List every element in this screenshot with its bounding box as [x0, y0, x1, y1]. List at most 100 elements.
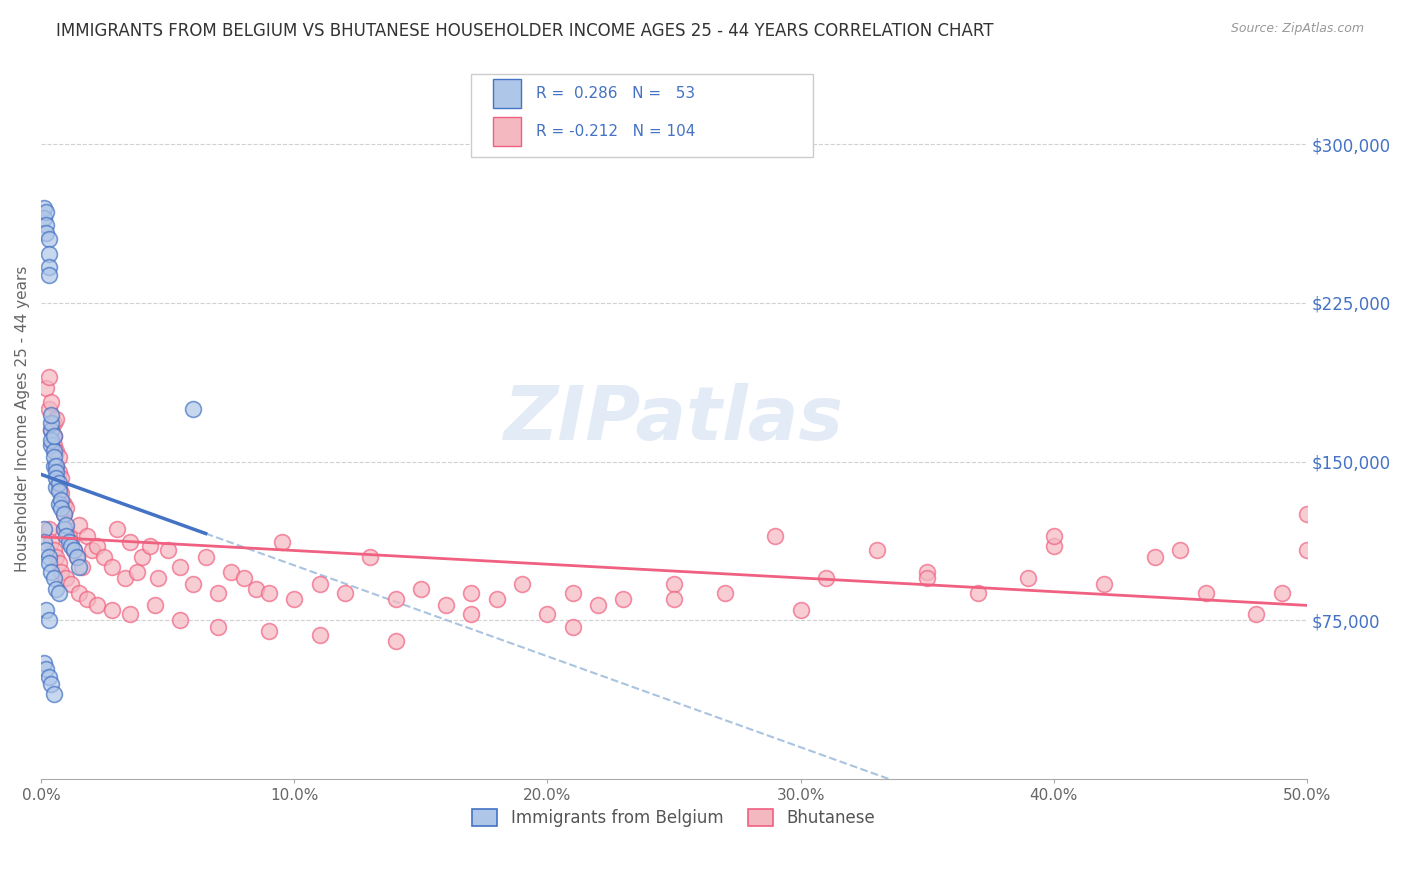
Point [42, 444, 65, 458]
Point [42, 450, 65, 465]
Point [42, 429, 65, 443]
Point [384, 634, 406, 648]
Point [45, 480, 67, 494]
Point [38, 260, 60, 274]
Point [38, 522, 60, 536]
Point [308, 577, 330, 591]
Point [38, 670, 60, 684]
Point [39, 535, 62, 549]
Point [52, 522, 75, 536]
Point [662, 592, 685, 607]
Point [485, 592, 508, 607]
Point [39, 423, 62, 437]
Point [194, 549, 217, 564]
Point [966, 586, 988, 600]
Point [1168, 543, 1191, 558]
Point [536, 607, 558, 621]
Point [333, 586, 356, 600]
Point [35, 662, 58, 676]
Point [114, 571, 136, 585]
Point [42, 543, 65, 558]
Point [63, 543, 86, 558]
Point [789, 602, 811, 616]
Point [42, 571, 65, 585]
Point [1296, 543, 1319, 558]
Point [101, 560, 124, 574]
Text: Source: ZipAtlas.com: Source: ZipAtlas.com [1230, 22, 1364, 36]
Point [39, 565, 62, 579]
Point [45, 582, 67, 596]
Point [55, 522, 77, 536]
Point [169, 560, 191, 574]
Point [257, 624, 280, 638]
Point [60, 577, 83, 591]
Point [60, 539, 83, 553]
Point [48, 497, 70, 511]
Point [915, 565, 938, 579]
Point [1194, 586, 1216, 600]
Point [52, 508, 75, 522]
Point [86, 539, 108, 553]
Point [35, 380, 58, 394]
Point [35, 543, 58, 558]
Point [38, 549, 60, 564]
Point [42, 417, 65, 431]
Point [39, 417, 62, 431]
Point [409, 582, 432, 596]
Point [561, 586, 583, 600]
Point [48, 450, 70, 465]
Point [865, 543, 887, 558]
Point [460, 586, 482, 600]
Point [105, 522, 128, 536]
Point [232, 571, 254, 585]
Point [207, 619, 229, 633]
Point [32, 211, 55, 226]
Point [586, 599, 609, 613]
Point [55, 518, 77, 533]
Point [32, 201, 55, 215]
Point [48, 556, 70, 570]
Y-axis label: Householder Income Ages 25 - 44 years: Householder Income Ages 25 - 44 years [15, 266, 30, 573]
Point [39, 423, 62, 437]
Point [76, 592, 98, 607]
Point [39, 437, 62, 451]
Point [55, 501, 77, 516]
Point [561, 619, 583, 633]
Point [38, 247, 60, 261]
Point [662, 577, 685, 591]
Point [45, 458, 67, 473]
Point [45, 471, 67, 485]
Point [42, 458, 65, 473]
Point [118, 535, 141, 549]
Text: IMMIGRANTS FROM BELGIUM VS BHUTANESE HOUSEHOLDER INCOME AGES 25 - 44 YEARS CORRE: IMMIGRANTS FROM BELGIUM VS BHUTANESE HOU… [56, 22, 994, 40]
Point [51, 492, 73, 507]
Point [51, 486, 73, 500]
Point [86, 599, 108, 613]
Text: ZIPatlas: ZIPatlas [503, 383, 844, 456]
Point [1143, 549, 1166, 564]
Point [38, 268, 60, 283]
Point [915, 571, 938, 585]
Point [65, 549, 87, 564]
Point [52, 497, 75, 511]
Point [713, 586, 735, 600]
Point [283, 592, 305, 607]
Point [52, 508, 75, 522]
Point [1296, 508, 1319, 522]
Point [1042, 539, 1064, 553]
Point [42, 437, 65, 451]
Point [510, 577, 533, 591]
Point [35, 205, 58, 219]
Point [181, 577, 204, 591]
FancyBboxPatch shape [494, 117, 520, 145]
Point [42, 429, 65, 443]
Point [156, 543, 179, 558]
Point [146, 571, 169, 585]
Point [42, 687, 65, 701]
Point [1271, 586, 1294, 600]
Point [60, 535, 83, 549]
Point [65, 549, 87, 564]
Point [118, 607, 141, 621]
Legend: Immigrants from Belgium, Bhutanese: Immigrants from Belgium, Bhutanese [464, 800, 884, 835]
Point [51, 501, 73, 516]
